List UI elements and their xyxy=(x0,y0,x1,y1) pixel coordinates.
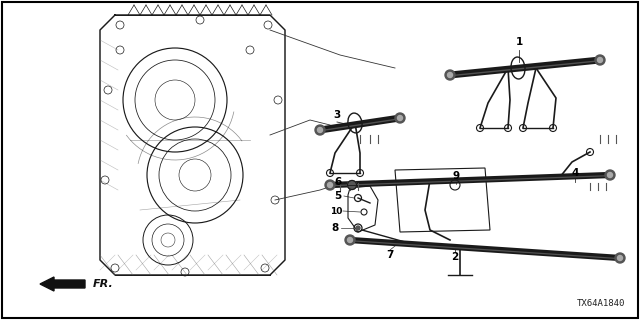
Circle shape xyxy=(395,113,405,123)
Circle shape xyxy=(607,172,612,178)
Text: 8: 8 xyxy=(332,223,339,233)
Text: 10: 10 xyxy=(330,206,342,215)
Circle shape xyxy=(618,255,623,260)
Circle shape xyxy=(315,125,325,135)
Circle shape xyxy=(447,73,452,77)
Text: 7: 7 xyxy=(387,250,394,260)
Text: 1: 1 xyxy=(515,37,523,47)
Circle shape xyxy=(356,226,360,230)
Circle shape xyxy=(345,235,355,245)
Text: FR.: FR. xyxy=(93,279,114,289)
Circle shape xyxy=(445,70,455,80)
Text: 2: 2 xyxy=(451,252,459,262)
Circle shape xyxy=(595,55,605,65)
Text: 6: 6 xyxy=(334,177,342,187)
Circle shape xyxy=(348,237,353,243)
Text: 5: 5 xyxy=(334,191,342,201)
Text: 4: 4 xyxy=(572,168,579,178)
Circle shape xyxy=(605,170,615,180)
Circle shape xyxy=(325,180,335,190)
Circle shape xyxy=(317,127,323,132)
Circle shape xyxy=(615,253,625,263)
Text: 3: 3 xyxy=(333,110,340,120)
Circle shape xyxy=(598,58,602,62)
Text: TX64A1840: TX64A1840 xyxy=(577,299,625,308)
FancyArrow shape xyxy=(40,277,85,291)
Circle shape xyxy=(397,116,403,121)
Text: 9: 9 xyxy=(452,171,460,181)
Circle shape xyxy=(348,180,356,189)
Circle shape xyxy=(328,182,333,188)
